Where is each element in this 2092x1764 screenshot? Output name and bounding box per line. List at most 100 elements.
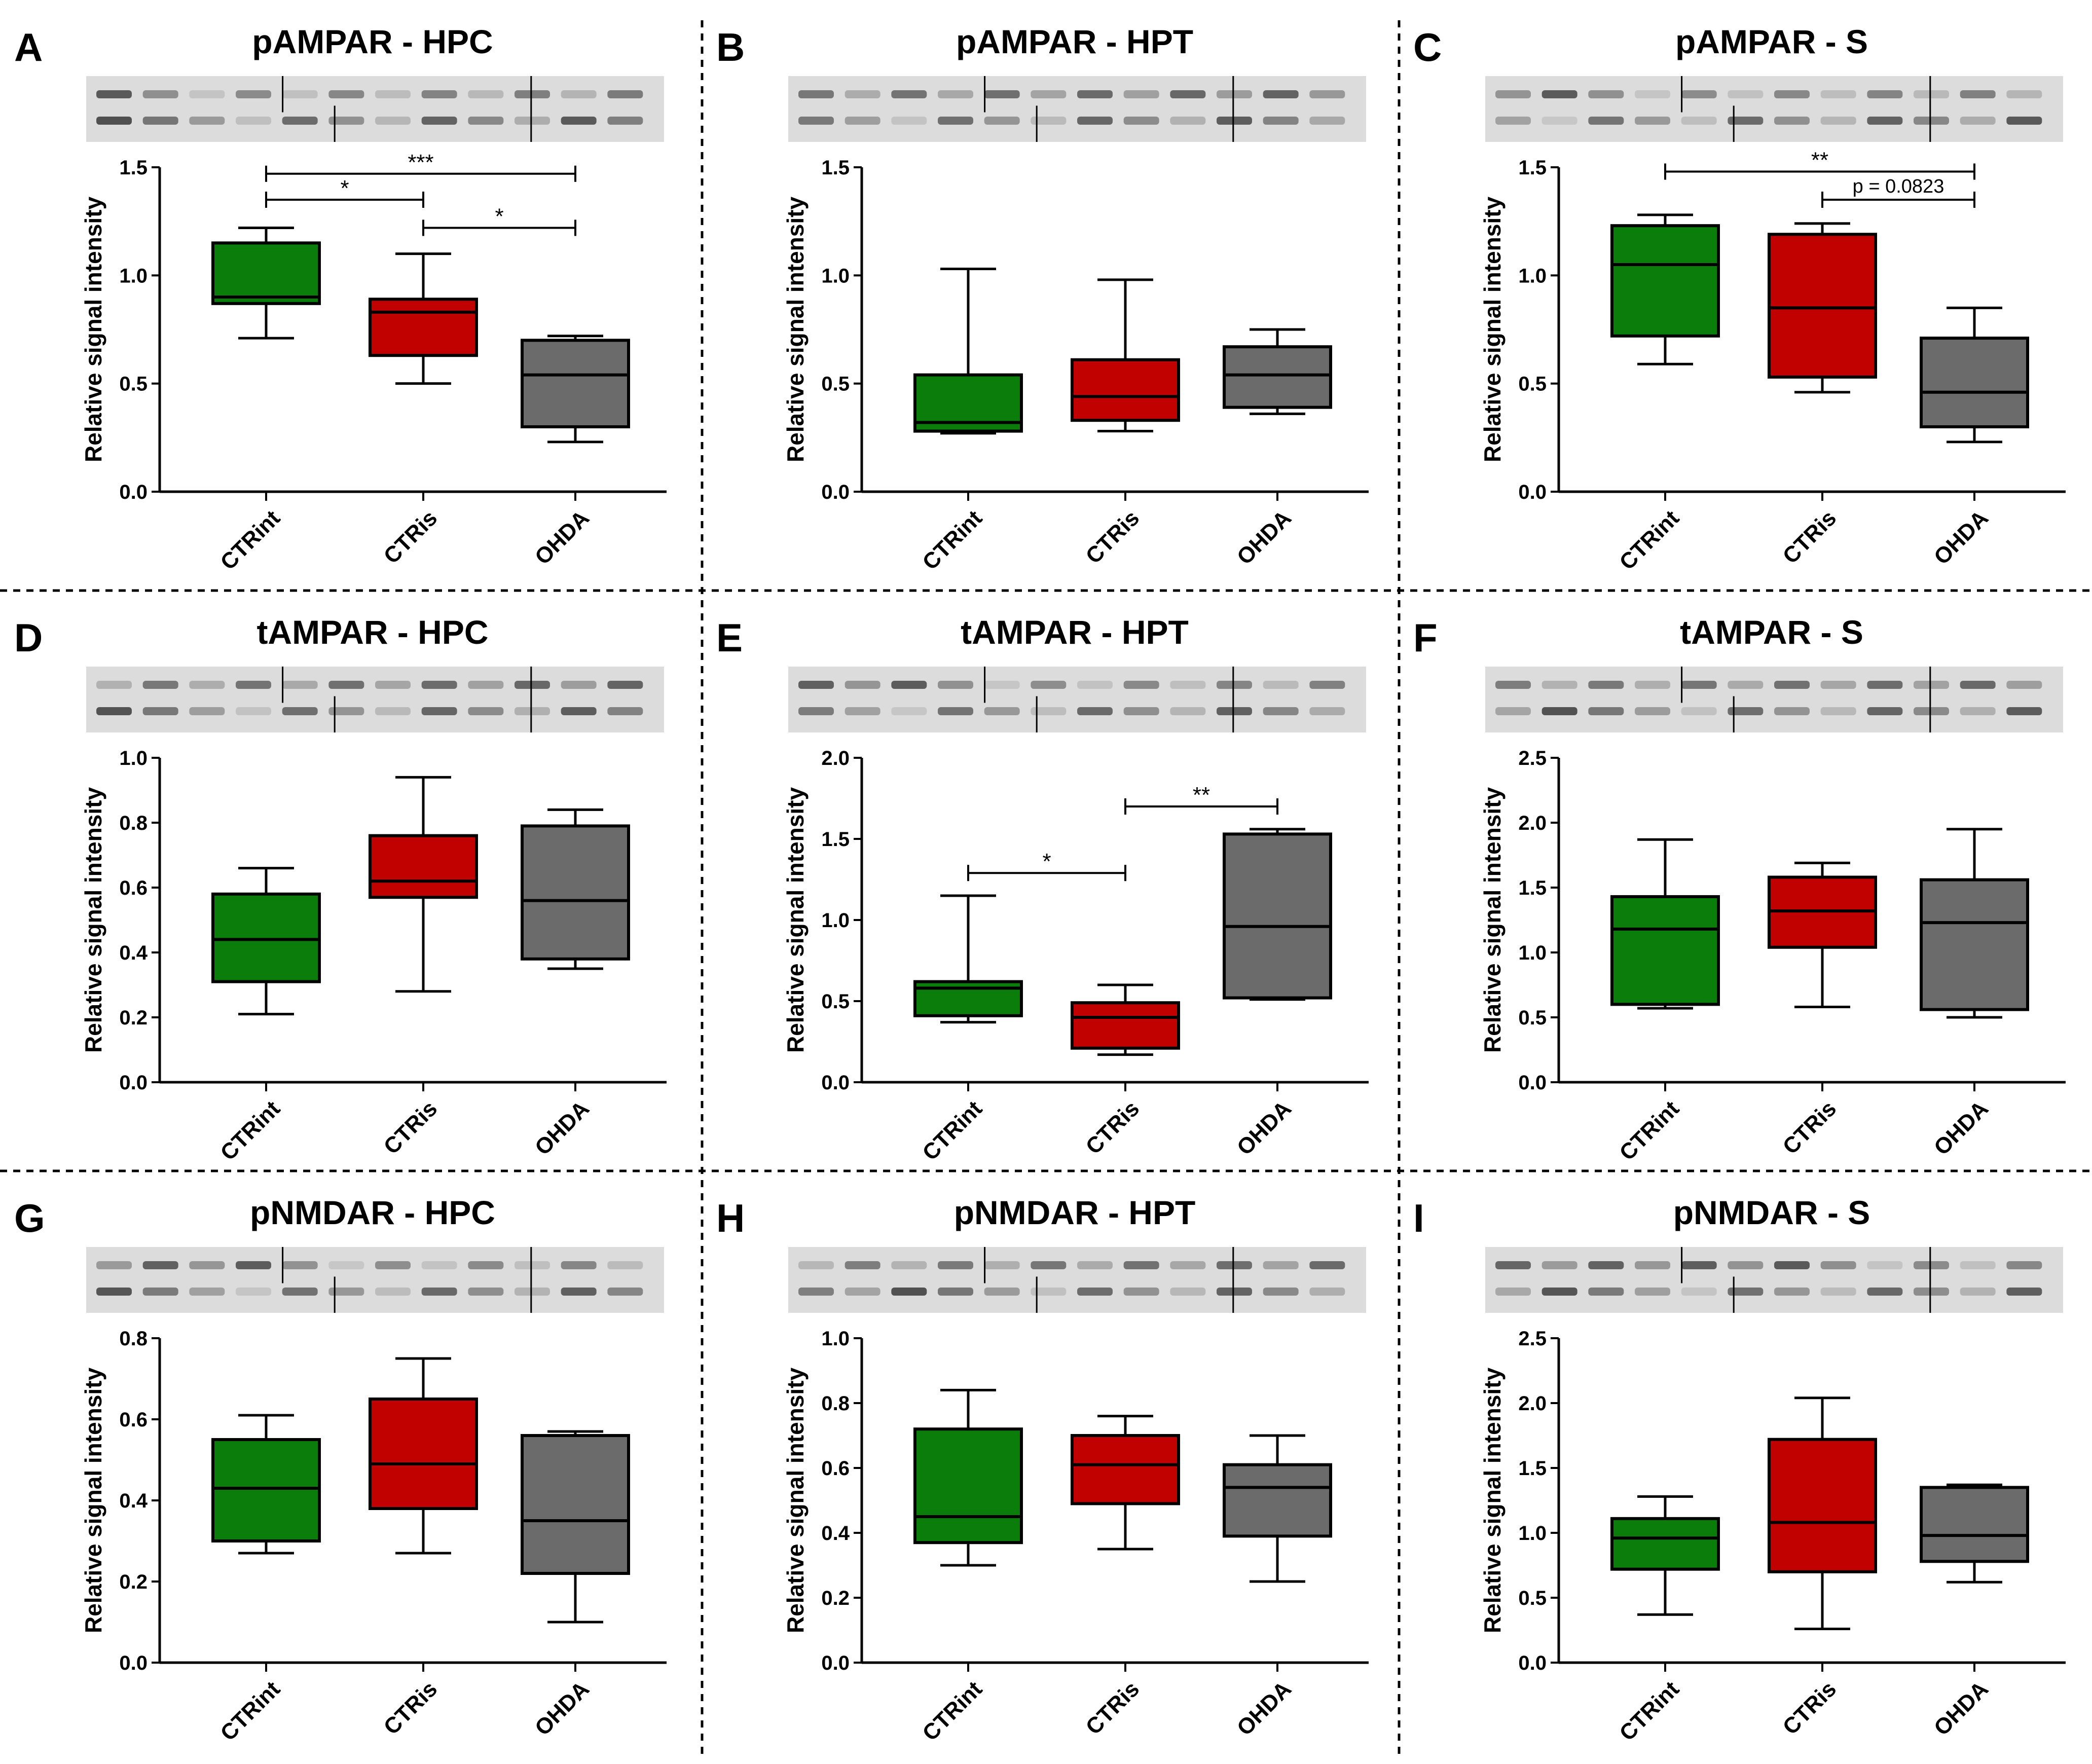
blot-band [328,1261,364,1269]
panel-letter: C [1413,25,1442,69]
blot-band [1077,117,1113,125]
blot-band [561,1288,597,1296]
blot-band [845,707,880,715]
blot-band [891,117,927,125]
blot-band [468,1261,504,1269]
western-blot-image [86,1247,664,1313]
box-iqr [1920,1486,2029,1563]
blot-band [1031,117,1067,125]
blot-band [189,681,225,689]
blot-band [984,1261,1020,1269]
blot-band [1077,681,1113,689]
blot-band [282,117,318,125]
blot-band [375,681,411,689]
y-tick-label: 2.5 [1518,747,1547,769]
blot-band [1495,707,1531,715]
blot-band [1309,707,1345,715]
blot-band [421,117,457,125]
blot-band [142,681,178,689]
blot-band [421,1261,457,1269]
blot-band [1588,1261,1624,1269]
blot-band [1635,90,1670,98]
blot-band [1728,707,1764,715]
blot-band [468,707,504,715]
x-tick-label: OHDA [1232,505,1296,569]
blot-band [142,117,178,125]
blot-band [1170,117,1206,125]
panel-title: pNMDAR - HPT [954,1194,1196,1231]
blot-band [1914,117,1949,125]
blot-band [236,90,271,98]
x-tick-label: CTRis [379,1096,443,1159]
y-axis-label: Relative signal intensity [1479,1368,1506,1633]
blot-band [375,707,411,715]
blot-band [1914,1261,1949,1269]
blot-band [236,1288,271,1296]
blot-background [1485,76,2063,142]
blot-band [1170,1288,1206,1296]
blot-band [1728,681,1764,689]
box-iqr [1920,337,2029,428]
blot-band [561,681,597,689]
panel-title: tAMPAR - HPT [961,613,1189,651]
box-ohda [1223,828,1332,1001]
blot-band [1635,707,1670,715]
blot-band [938,1261,973,1269]
x-tick-label: OHDA [1232,1676,1296,1740]
y-axis-label: Relative signal intensity [80,787,106,1053]
box-iqr [1223,345,1332,409]
blot-band [798,707,834,715]
blot-band [1123,681,1159,689]
blot-background [86,1247,664,1313]
y-tick-label: 0.6 [119,1409,148,1431]
panel-letter: B [716,25,745,69]
blot-band [1774,90,1810,98]
blot-band [189,707,225,715]
blot-band [1309,1261,1345,1269]
blot-band [1031,707,1067,715]
y-axis-label: Relative signal intensity [1479,787,1506,1053]
blot-band [1495,1288,1531,1296]
x-tick-label: OHDA [1929,505,1993,569]
blot-band [142,90,178,98]
blot-band [1635,1261,1670,1269]
blot-band [1495,681,1531,689]
blot-band [984,1288,1020,1296]
y-tick-label: 1.5 [821,828,850,851]
significance-bracket: * [422,204,576,236]
box-ctris [1768,222,1877,394]
panel-letter: E [716,615,743,660]
blot-band [938,707,973,715]
blot-band [1217,707,1252,715]
y-tick-label: 1.0 [119,747,148,769]
blot-band [561,707,597,715]
blot-band [891,707,927,715]
box-iqr [1768,233,1877,379]
y-tick-label: 0.6 [821,1457,850,1480]
y-tick-label: 0.4 [119,942,148,964]
blot-band [328,707,364,715]
box-iqr [521,824,630,961]
blot-band [2006,117,2042,125]
blot-band [1681,707,1717,715]
x-tick-label: CTRint [917,1676,987,1746]
blot-band [1635,117,1670,125]
blot-background [788,1247,1366,1313]
blot-band [468,117,504,125]
blot-band [984,681,1020,689]
blot-band [607,707,643,715]
blot-band [845,1288,880,1296]
box-ctris [1768,861,1877,1009]
blot-band [798,117,834,125]
box-iqr [1223,1463,1332,1538]
x-tick-label: OHDA [530,1096,594,1160]
blot-band [1495,90,1531,98]
box-ohda [1223,328,1332,415]
western-blot-image [788,667,1366,732]
western-blot-image [1485,1247,2063,1313]
blot-band [1309,117,1345,125]
